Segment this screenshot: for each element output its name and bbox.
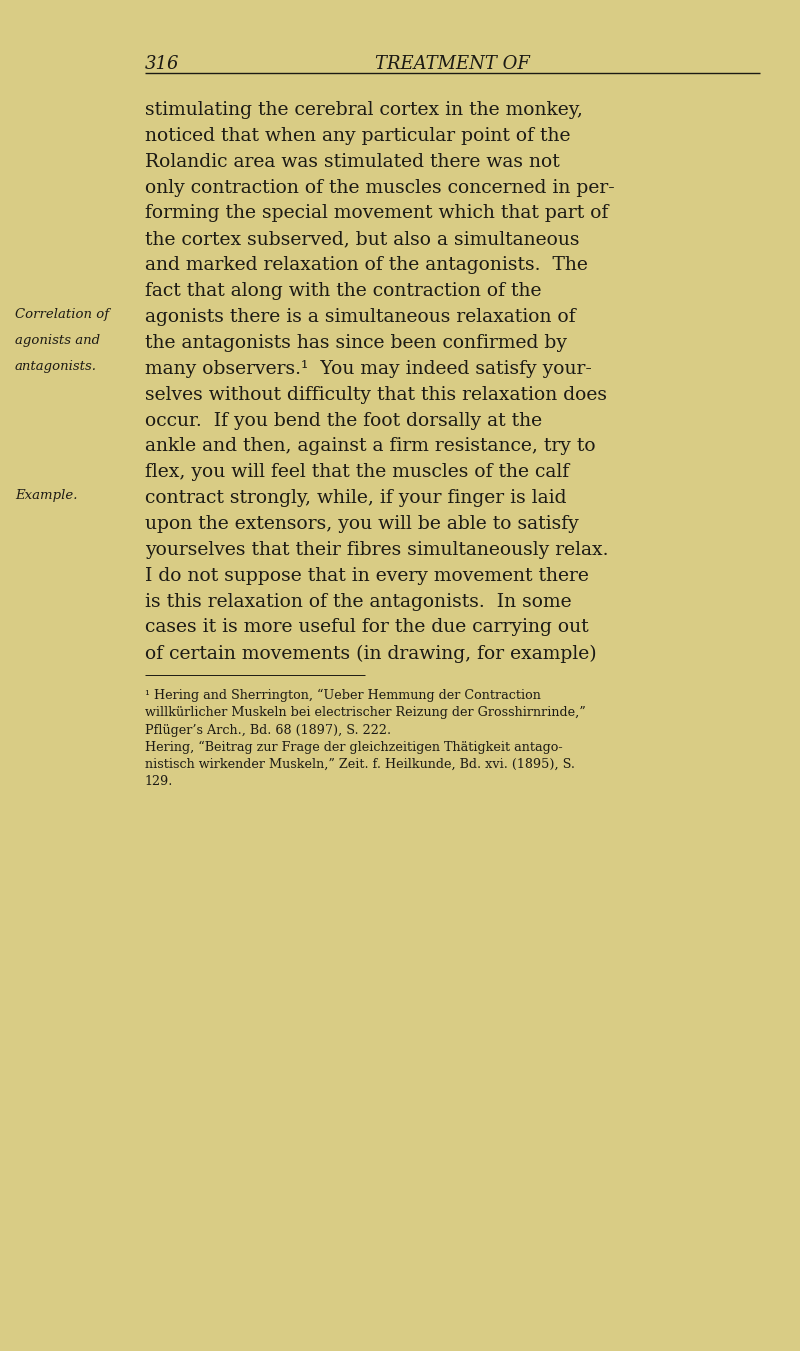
Text: contract strongly, while, if your finger is laid: contract strongly, while, if your finger… (145, 489, 566, 507)
Text: agonists there is a simultaneous relaxation of: agonists there is a simultaneous relaxat… (145, 308, 576, 326)
Text: the cortex subserved, but also a simultaneous: the cortex subserved, but also a simulta… (145, 231, 579, 249)
Text: and marked relaxation of the antagonists.  The: and marked relaxation of the antagonists… (145, 257, 588, 274)
Text: Rolandic area was stimulated there was not: Rolandic area was stimulated there was n… (145, 153, 560, 170)
Text: TREATMENT OF: TREATMENT OF (375, 55, 530, 73)
Text: ankle and then, against a firm resistance, try to: ankle and then, against a firm resistanc… (145, 438, 596, 455)
Text: of certain movements (in drawing, for example): of certain movements (in drawing, for ex… (145, 644, 597, 662)
Text: Pflüger’s Arch., Bd. 68 (1897), S. 222.: Pflüger’s Arch., Bd. 68 (1897), S. 222. (145, 724, 391, 736)
Text: Hering, “Beitrag zur Frage der gleichzeitigen Thätigkeit antago-: Hering, “Beitrag zur Frage der gleichzei… (145, 740, 562, 754)
Text: fact that along with the contraction of the: fact that along with the contraction of … (145, 282, 542, 300)
Text: selves without difficulty that this relaxation does: selves without difficulty that this rela… (145, 385, 607, 404)
Text: I do not suppose that in every movement there: I do not suppose that in every movement … (145, 567, 589, 585)
Text: agonists and: agonists and (15, 334, 100, 347)
Text: forming the special movement which that part of: forming the special movement which that … (145, 204, 608, 223)
Text: upon the extensors, you will be able to satisfy: upon the extensors, you will be able to … (145, 515, 578, 534)
Text: flex, you will feel that the muscles of the calf: flex, you will feel that the muscles of … (145, 463, 569, 481)
Text: 129.: 129. (145, 775, 174, 789)
Text: is this relaxation of the antagonists.  In some: is this relaxation of the antagonists. I… (145, 593, 572, 611)
Text: stimulating the cerebral cortex in the monkey,: stimulating the cerebral cortex in the m… (145, 101, 583, 119)
Text: Example.: Example. (15, 489, 78, 503)
Text: occur.  If you bend the foot dorsally at the: occur. If you bend the foot dorsally at … (145, 412, 542, 430)
Text: the antagonists has since been confirmed by: the antagonists has since been confirmed… (145, 334, 567, 351)
Text: ¹ Hering and Sherrington, “Ueber Hemmung der Contraction: ¹ Hering and Sherrington, “Ueber Hemmung… (145, 689, 541, 703)
Text: only contraction of the muscles concerned in per-: only contraction of the muscles concerne… (145, 178, 614, 197)
Text: Correlation of: Correlation of (15, 308, 109, 322)
Text: antagonists.: antagonists. (15, 359, 97, 373)
Text: yourselves that their fibres simultaneously relax.: yourselves that their fibres simultaneou… (145, 540, 609, 559)
Text: willkürlicher Muskeln bei electrischer Reizung der Grosshirnrinde,”: willkürlicher Muskeln bei electrischer R… (145, 707, 586, 720)
Text: many observers.¹  You may indeed satisfy your-: many observers.¹ You may indeed satisfy … (145, 359, 592, 378)
Text: nistisch wirkender Muskeln,” Zeit. f. Heilkunde, Bd. xvi. (1895), S.: nistisch wirkender Muskeln,” Zeit. f. He… (145, 758, 575, 771)
Text: noticed that when any particular point of the: noticed that when any particular point o… (145, 127, 570, 145)
Text: 316: 316 (145, 55, 179, 73)
Text: cases it is more useful for the due carrying out: cases it is more useful for the due carr… (145, 619, 589, 636)
